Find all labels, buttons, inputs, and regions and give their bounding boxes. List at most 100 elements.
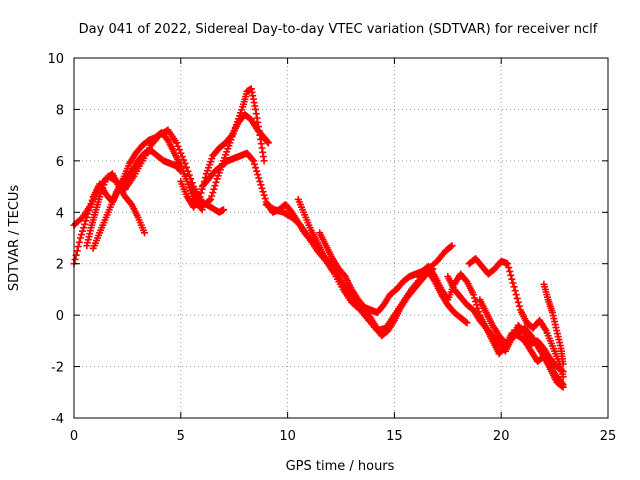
data-point [198, 206, 206, 214]
data-point [184, 167, 192, 175]
data-point [249, 157, 257, 165]
x-tick-label: 5 [177, 429, 185, 444]
data-point [264, 139, 272, 147]
data-point [73, 247, 81, 255]
data-point [211, 182, 219, 190]
data-point [260, 191, 268, 199]
data-point [208, 192, 216, 200]
y-axis-label: SDTVAR / TECUs [7, 185, 22, 292]
data-point [471, 294, 478, 302]
data-point [173, 139, 181, 147]
data-point [448, 242, 456, 250]
series-arc-3 [83, 170, 148, 250]
data-point [177, 149, 185, 157]
data-point [257, 181, 265, 189]
data-point [256, 177, 264, 185]
data-point [260, 157, 268, 165]
data-point [177, 167, 185, 175]
data-point [558, 379, 566, 387]
x-tick-label: 0 [70, 429, 78, 444]
data-point [509, 279, 517, 287]
data-point [469, 291, 477, 299]
data-point [181, 159, 189, 167]
data-point [187, 175, 195, 183]
data-point [559, 373, 567, 381]
plot-frame [73, 57, 609, 419]
data-point [513, 294, 521, 302]
y-tick-label: 4 [56, 206, 64, 221]
data-point [252, 164, 260, 172]
data-point [81, 220, 89, 228]
data-point [79, 227, 87, 235]
x-tick-label: 10 [279, 429, 296, 444]
data-point [504, 260, 512, 268]
data-point [75, 238, 83, 246]
data-point [447, 243, 455, 251]
data-point [77, 231, 85, 239]
series-arc-10 [316, 229, 471, 327]
data-point [511, 287, 519, 295]
data-point [474, 304, 482, 312]
y-tick-label: 2 [56, 258, 64, 273]
data-point [559, 360, 567, 368]
data-point [140, 229, 148, 237]
y-tick-label: 6 [56, 155, 64, 170]
y-tick-label: 10 [47, 52, 64, 67]
data-points [70, 85, 567, 391]
data-point [248, 156, 256, 164]
data-point [76, 234, 84, 242]
data-point [82, 217, 90, 225]
data-point [507, 271, 515, 279]
data-point [514, 298, 522, 306]
data-point [255, 174, 263, 182]
data-point [210, 185, 218, 193]
data-point [559, 381, 567, 389]
y-tick-label: -2 [51, 361, 64, 376]
data-point [185, 171, 193, 179]
data-point [212, 178, 220, 186]
data-point [71, 255, 79, 263]
data-point [261, 195, 269, 203]
data-point [182, 163, 190, 171]
x-tick-label: 25 [600, 429, 617, 444]
data-point [80, 224, 88, 232]
data-point [254, 171, 262, 179]
data-point [515, 302, 523, 310]
data-point [174, 142, 182, 150]
x-tick-label: 15 [386, 429, 403, 444]
grid-lines [74, 58, 608, 418]
data-point [506, 267, 514, 275]
data-point [463, 319, 471, 327]
data-point [178, 153, 186, 161]
data-point [259, 188, 267, 196]
data-point [512, 291, 520, 299]
data-point [180, 156, 188, 164]
data-point [207, 195, 215, 203]
data-point [209, 189, 217, 197]
series-arc-6 [187, 85, 268, 209]
data-point [250, 160, 258, 168]
series-arc-14 [476, 296, 567, 389]
data-point [258, 184, 266, 192]
data-point [510, 283, 518, 291]
data-point [74, 243, 82, 251]
data-point [505, 264, 513, 272]
series-arc-4 [89, 147, 185, 252]
data-point [253, 167, 261, 175]
series-arc-7 [198, 149, 315, 245]
data-point [175, 146, 183, 154]
data-point [473, 301, 481, 309]
series-arc-15 [540, 280, 567, 368]
x-axis-label: GPS time / hours [286, 459, 395, 474]
y-tick-label: -4 [51, 412, 64, 427]
chart-title: Day 041 of 2022, Sidereal Day-to-day VTE… [79, 22, 598, 37]
x-tick-label: 20 [493, 429, 510, 444]
data-point [206, 196, 214, 204]
data-point [462, 318, 470, 326]
x-axis-ticks: 0 5 10 15 20 25 [70, 58, 616, 444]
data-point [220, 206, 228, 214]
y-axis-ticks: -4 -2 0 2 4 6 8 10 [47, 52, 608, 427]
y-tick-label: 0 [56, 309, 64, 324]
series-arc-13 [465, 255, 567, 381]
